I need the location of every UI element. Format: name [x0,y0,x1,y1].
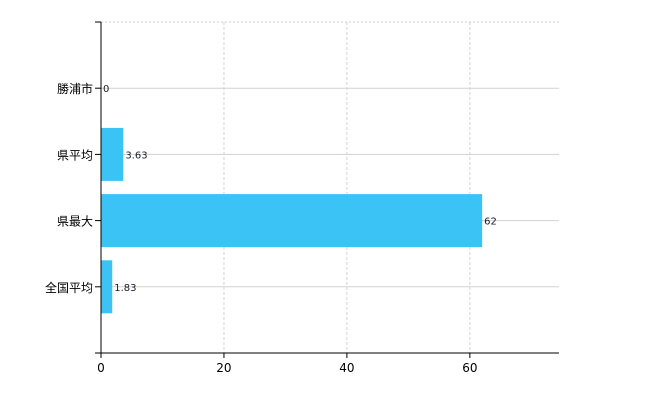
data-label: 62 [484,217,497,228]
y-tick-label: 全国平均 [45,280,93,295]
y-tick-label: 勝浦市 [57,81,93,96]
y-tick-label: 県最大 [57,215,93,229]
x-tick-label: 20 [216,361,231,375]
bar [101,127,124,181]
data-label: 1.83 [114,283,136,294]
bar [101,260,113,314]
x-tick-label: 60 [462,361,477,375]
y-tick-label: 県平均 [57,148,93,162]
bar [101,194,483,248]
x-tick-label: 40 [339,361,354,375]
x-tick-label: 0 [97,361,105,375]
data-label: 0 [103,84,109,95]
data-label: 3.63 [125,150,147,161]
